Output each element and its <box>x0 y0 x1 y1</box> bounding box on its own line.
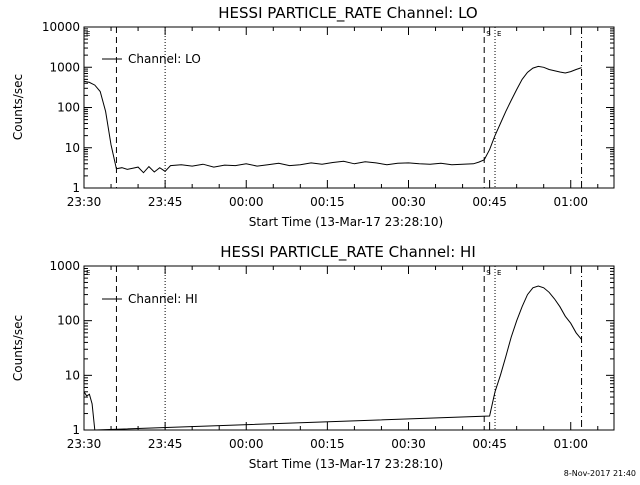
hi-y-tick-label: 100 <box>57 314 80 328</box>
lo-y-ticks: 1 10 100 1000 10000 <box>42 20 614 195</box>
hi-marker-label: E <box>86 269 90 277</box>
lo-x-tick-label: 23:45 <box>148 195 183 209</box>
lo-x-axis-label: Start Time (13-Mar-17 23:28:10) <box>249 215 443 229</box>
hi-y-ticks: 1 10 100 1000 <box>49 259 614 437</box>
hi-plot-frame <box>83 265 615 431</box>
hi-y-tick-label: 1 <box>72 423 80 437</box>
hi-x-tick-label: 00:30 <box>391 437 426 451</box>
hi-x-ticks: 23:30 23:45 00:00 00:15 00:30 00:45 01:00 <box>67 266 599 451</box>
lo-marker-label: E <box>497 30 501 38</box>
lo-x-tick-label: 00:45 <box>472 195 507 209</box>
lo-legend: Channel: LO <box>102 52 201 66</box>
lo-series-line <box>83 65 582 174</box>
hi-x-axis-label: Start Time (13-Mar-17 23:28:10) <box>249 457 443 471</box>
hi-x-tick-label: 00:15 <box>310 437 345 451</box>
lo-x-tick-label: 01:00 <box>553 195 588 209</box>
generation-timestamp: 8-Nov-2017 21:40 <box>564 469 636 478</box>
hi-y-tick-label: 10 <box>65 368 80 382</box>
hi-x-tick-label: 23:30 <box>67 437 102 451</box>
lo-y-axis-label: Counts/sec <box>11 74 25 140</box>
hi-x-tick-label: 00:00 <box>229 437 264 451</box>
hi-y-axis-label: Counts/sec <box>11 315 25 381</box>
lo-series-group <box>83 65 582 174</box>
lo-x-tick-label: 00:15 <box>310 195 345 209</box>
lo-x-tick-label: 00:30 <box>391 195 426 209</box>
lo-legend-label: Channel: LO <box>128 52 201 66</box>
lo-x-tick-label: 00:00 <box>229 195 264 209</box>
hi-y-tick-label: 1000 <box>49 259 80 273</box>
lo-channel-panel: HESSI PARTICLE_RATE Channel: LO Counts/s… <box>11 4 615 229</box>
lo-y-tick-label: 1000 <box>49 60 80 74</box>
hi-x-tick-label: 23:45 <box>148 437 183 451</box>
hi-chart-title: HESSI PARTICLE_RATE Channel: HI <box>220 243 476 262</box>
lo-chart-title: HESSI PARTICLE_RATE Channel: LO <box>218 4 477 23</box>
hi-legend-label: Channel: HI <box>128 292 198 306</box>
hi-legend: Channel: HI <box>102 292 198 306</box>
hi-x-tick-label: 01:00 <box>553 437 588 451</box>
hi-x-tick-label: 00:45 <box>472 437 507 451</box>
hi-marker-label: E <box>497 269 501 277</box>
lo-y-tick-label: 10 <box>65 141 80 155</box>
hi-series-group <box>83 285 582 431</box>
lo-x-ticks: 23:30 23:45 00:00 00:15 00:30 00:45 01:00 <box>67 27 599 209</box>
hi-marker-label: S <box>486 269 491 277</box>
lo-y-tick-label: 1 <box>72 181 80 195</box>
lo-x-tick-label: 23:30 <box>67 195 102 209</box>
hi-series-line <box>83 285 582 431</box>
lo-y-tick-label: 10000 <box>42 20 80 34</box>
lo-marker-label: E <box>86 30 90 38</box>
lo-y-tick-label: 100 <box>57 101 80 115</box>
lo-marker-label: S <box>486 30 491 38</box>
hi-channel-panel: HESSI PARTICLE_RATE Channel: HI Counts/s… <box>11 243 615 471</box>
